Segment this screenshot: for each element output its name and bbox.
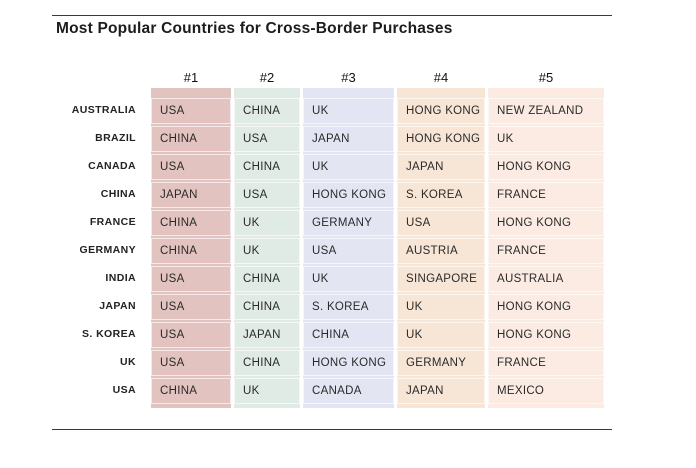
table-cell: USA [234, 182, 300, 208]
table-cell: JAPAN [151, 182, 231, 208]
table-cell: SINGAPORE [397, 266, 485, 292]
column-band-3 [303, 88, 394, 408]
table-cell: GERMANY [397, 350, 485, 376]
column-band-1 [151, 88, 231, 408]
table-cell: HONG KONG [488, 154, 604, 180]
column-header-4: #4 [433, 70, 449, 85]
chart-title: Most Popular Countries for Cross-Border … [56, 20, 453, 37]
row-label: FRANCE [89, 216, 136, 228]
bottom-rule [52, 429, 612, 430]
table-cell: UK [303, 154, 394, 180]
row-label: CANADA [88, 160, 136, 172]
table-cell: AUSTRALIA [488, 266, 604, 292]
table-cell: CHINA [234, 98, 300, 124]
table-cell: AUSTRIA [397, 238, 485, 264]
column-header-5: #5 [538, 70, 554, 85]
table-cell: HONG KONG [488, 322, 604, 348]
table-cell: HONG KONG [397, 126, 485, 152]
table-cell: USA [151, 322, 231, 348]
table-cell: USA [397, 210, 485, 236]
row-label: INDIA [105, 272, 136, 284]
table-cell: CHINA [151, 126, 231, 152]
column-band-2 [234, 88, 300, 408]
column-band-5 [488, 88, 604, 408]
column-header-1: #1 [183, 70, 199, 85]
row-label: UK [120, 356, 136, 368]
table-cell: UK [303, 98, 394, 124]
table-cell: USA [151, 350, 231, 376]
table-cell: UK [397, 322, 485, 348]
table-cell: NEW ZEALAND [488, 98, 604, 124]
table-cell: S. KOREA [397, 182, 485, 208]
table-cell: USA [151, 266, 231, 292]
table-cell: FRANCE [488, 182, 604, 208]
column-header-2: #2 [259, 70, 275, 85]
table-cell: UK [234, 378, 300, 404]
table-cell: UK [397, 294, 485, 320]
table-cell: UK [303, 266, 394, 292]
table-cell: S. KOREA [303, 294, 394, 320]
table-cell: CHINA [234, 294, 300, 320]
row-label: GERMANY [79, 244, 136, 256]
table-cell: CHINA [151, 378, 231, 404]
table-cell: JAPAN [397, 154, 485, 180]
table-cell: USA [151, 98, 231, 124]
table-cell: HONG KONG [303, 350, 394, 376]
table-cell: UK [488, 126, 604, 152]
row-label: AUSTRALIA [71, 104, 136, 116]
row-label: S. KOREA [82, 328, 136, 340]
table-cell: JAPAN [397, 378, 485, 404]
table-cell: CHINA [234, 266, 300, 292]
table-cell: GERMANY [303, 210, 394, 236]
table-cell: MEXICO [488, 378, 604, 404]
table-cell: JAPAN [234, 322, 300, 348]
top-rule [52, 15, 612, 16]
table-cell: JAPAN [303, 126, 394, 152]
table-cell: USA [303, 238, 394, 264]
table-cell: CHINA [151, 210, 231, 236]
row-label: USA [112, 384, 136, 396]
table-cell: HONG KONG [397, 98, 485, 124]
table-cell: FRANCE [488, 350, 604, 376]
table-cell: USA [234, 126, 300, 152]
table-cell: CHINA [303, 322, 394, 348]
table-cell: CHINA [234, 350, 300, 376]
row-label: CHINA [100, 188, 136, 200]
table-cell: USA [151, 294, 231, 320]
row-label: JAPAN [99, 300, 136, 312]
column-header-3: #3 [341, 70, 356, 85]
row-label: BRAZIL [95, 132, 136, 144]
table-cell: CHINA [151, 238, 231, 264]
table-cell: HONG KONG [488, 210, 604, 236]
table-cell: CANADA [303, 378, 394, 404]
table-cell: UK [234, 210, 300, 236]
table-cell: HONG KONG [303, 182, 394, 208]
table-cell: FRANCE [488, 238, 604, 264]
table-cell: HONG KONG [488, 294, 604, 320]
table-cell: UK [234, 238, 300, 264]
table-cell: USA [151, 154, 231, 180]
column-band-4 [397, 88, 485, 408]
table-cell: CHINA [234, 154, 300, 180]
